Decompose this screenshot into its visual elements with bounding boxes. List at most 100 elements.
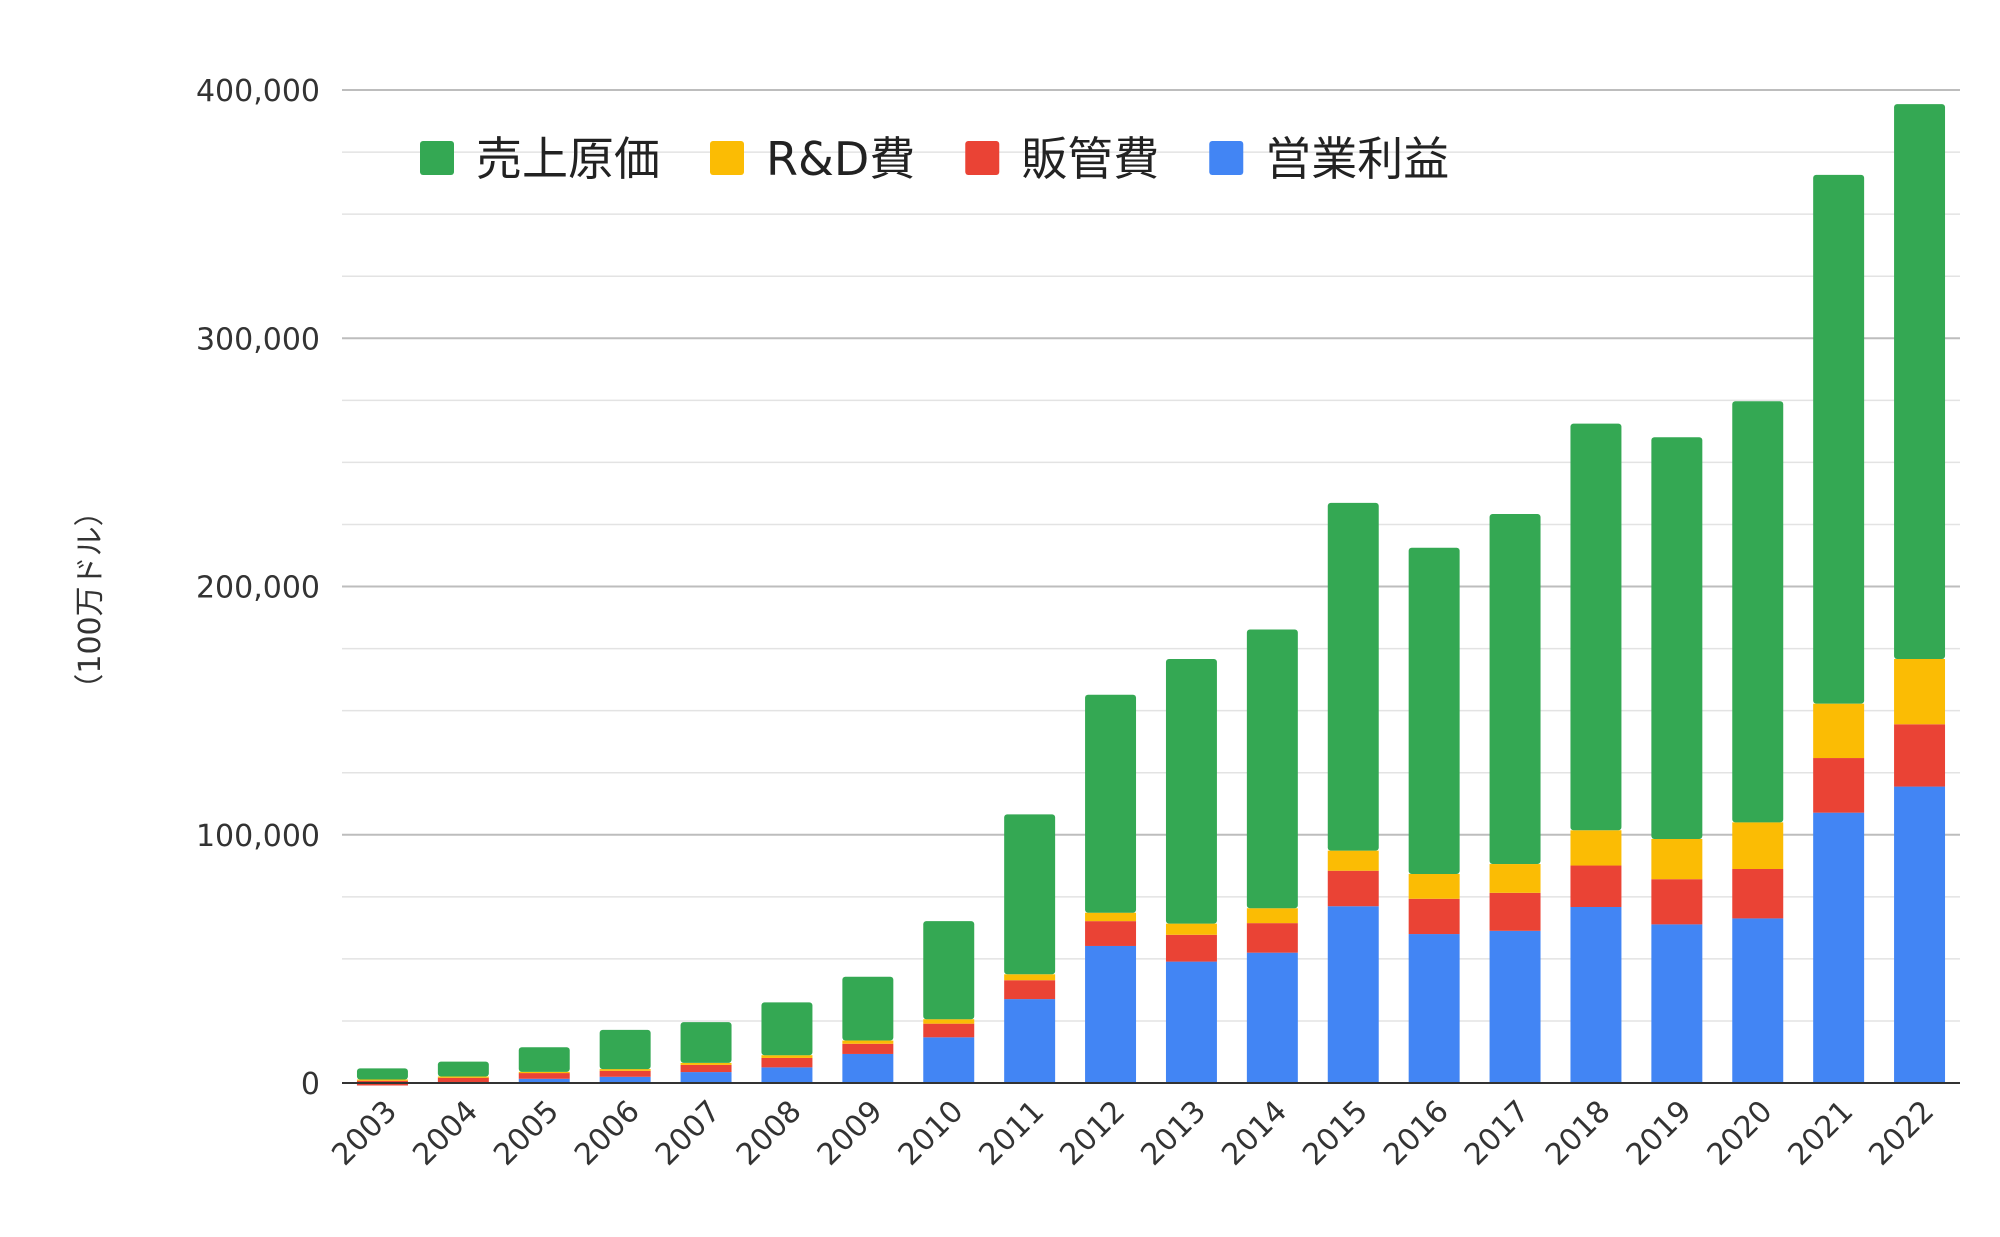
bar-stack-2011	[1004, 814, 1056, 1083]
bar-segment-series-2-2022	[1894, 658, 1946, 725]
y-tick-label: 0	[301, 1067, 320, 1102]
legend-swatch	[420, 141, 454, 175]
x-tick-label: 2021	[1782, 1094, 1861, 1173]
bar-segment-series-1-2019	[1651, 879, 1703, 925]
bar-segment-series-1-2021	[1813, 758, 1865, 813]
y-tick-label: 100,000	[196, 819, 320, 854]
bar-segment-series-2-2004	[437, 1076, 489, 1078]
legend-label: 販管費	[1021, 132, 1159, 186]
bar-segment-series-0-2017	[1489, 930, 1541, 1083]
bar-segment-series-0-2015	[1327, 906, 1379, 1083]
legend-swatch	[965, 141, 1000, 175]
bar-stack-2014	[1246, 629, 1298, 1083]
bar-segment-series-1-2018	[1570, 865, 1622, 907]
bar-segment-series-2-2006	[599, 1069, 651, 1071]
legend-label: R&D費	[766, 132, 915, 186]
bar-stack-2017	[1489, 514, 1541, 1083]
bar-segment-series-3-2003	[356, 1068, 408, 1080]
bar-segment-series-3-2017	[1489, 514, 1541, 865]
bar-segment-series-2-2009	[842, 1040, 894, 1044]
bar-stack-2009	[842, 976, 894, 1083]
bar-segment-series-0-2014	[1246, 952, 1298, 1083]
bar-segment-series-0-2010	[923, 1037, 975, 1083]
bar-segment-series-0-2006	[599, 1076, 651, 1083]
bar-segment-series-3-2010	[923, 921, 975, 1020]
bar-segment-series-1-2004	[437, 1077, 489, 1083]
bar-segment-series-1-2016	[1408, 898, 1460, 935]
bar-segment-series-2-2011	[1004, 974, 1056, 981]
bar-segment-series-0-2008	[761, 1067, 813, 1083]
x-tick-label: 2007	[649, 1094, 728, 1173]
y-axis-ticks: 0 100,000 200,000 300,000 400,000	[196, 74, 320, 1102]
bar-segment-series-1-2012	[1085, 921, 1137, 946]
y-tick-label: 400,000	[196, 74, 320, 109]
bar-segment-series-1-2011	[1004, 980, 1056, 1000]
bar-segment-series-3-2011	[1004, 814, 1056, 975]
bar-segment-series-0-2013	[1165, 961, 1217, 1083]
bar-segment-series-1-2008	[761, 1057, 813, 1068]
bar-segment-series-0-2012	[1085, 945, 1137, 1083]
bar-stack-2022	[1894, 104, 1946, 1083]
bar-segment-series-2-2018	[1570, 830, 1622, 866]
bar-stack-2020	[1732, 401, 1784, 1083]
bar-segment-series-3-2013	[1165, 658, 1217, 924]
bar-segment-series-2-2017	[1489, 864, 1541, 893]
bar-stack-2005	[518, 1047, 570, 1083]
bar-stack-2012	[1085, 694, 1137, 1083]
bar-series	[356, 104, 1946, 1086]
x-tick-label: 2011	[973, 1094, 1052, 1173]
bar-segment-series-2-2008	[761, 1055, 813, 1058]
bar-segment-series-2-2019	[1651, 838, 1703, 880]
bar-segment-series-0-2011	[1004, 999, 1056, 1083]
bar-segment-series-3-2022	[1894, 104, 1946, 659]
y-tick-label: 200,000	[196, 571, 320, 606]
bar-segment-series-0-2021	[1813, 812, 1865, 1083]
bar-segment-series-1-2014	[1246, 923, 1298, 953]
bar-segment-series-0-2019	[1651, 924, 1703, 1083]
x-tick-label: 2008	[730, 1094, 809, 1173]
bar-stack-2008	[761, 1002, 813, 1083]
x-tick-label: 2003	[325, 1094, 404, 1173]
bar-stack-2007	[680, 1022, 732, 1083]
bar-segment-series-2-2020	[1732, 822, 1784, 870]
x-tick-label: 2009	[811, 1094, 890, 1173]
bar-segment-series-3-2021	[1813, 174, 1865, 704]
x-tick-label: 2018	[1539, 1094, 1618, 1173]
bar-segment-series-0-2022	[1894, 786, 1946, 1083]
bar-segment-series-1-2007	[680, 1064, 732, 1073]
legend-label: 売上原価	[476, 132, 660, 186]
bar-segment-series-3-2020	[1732, 401, 1784, 823]
x-tick-label: 2022	[1862, 1094, 1941, 1173]
x-tick-label: 2004	[406, 1094, 485, 1173]
x-tick-label: 2020	[1701, 1094, 1780, 1173]
bar-segment-series-1-2022	[1894, 724, 1946, 787]
bar-segment-series-3-2007	[680, 1022, 732, 1063]
bar-stack-2013	[1165, 658, 1217, 1083]
gridlines	[342, 89, 1960, 1084]
legend-swatch	[1209, 141, 1244, 175]
x-axis-ticks: 2003 2004 2005 2006 2007 2008 2009 2010 2011 2012…	[325, 1094, 1941, 1173]
bar-stack-2021	[1813, 174, 1865, 1083]
x-tick-label: 2016	[1377, 1094, 1456, 1173]
bar-segment-series-0-2005	[518, 1078, 570, 1083]
bar-stack-2019	[1651, 437, 1703, 1083]
bar-segment-series-1-2017	[1489, 892, 1541, 931]
bar-segment-series-2-2016	[1408, 873, 1460, 899]
bar-segment-series-2-2003	[356, 1079, 408, 1081]
y-axis-title: （100万ドル）	[73, 496, 108, 703]
x-tick-label: 2005	[487, 1094, 566, 1173]
bar-segment-series-2-2010	[923, 1019, 975, 1024]
bar-segment-series-1-2010	[923, 1023, 975, 1038]
bar-segment-series-1-2005	[518, 1073, 570, 1079]
bar-stack-2010	[923, 921, 975, 1083]
bar-segment-series-2-2005	[518, 1071, 570, 1074]
legend-label: 営業利益	[1265, 132, 1449, 186]
x-tick-label: 2015	[1296, 1094, 1375, 1173]
x-tick-label: 2014	[1215, 1094, 1294, 1173]
bar-segment-series-3-2018	[1570, 423, 1622, 831]
bar-stack-2018	[1570, 423, 1622, 1083]
bar-stack-2016	[1408, 547, 1460, 1083]
bar-segment-series-1-2015	[1327, 870, 1379, 907]
bar-segment-series-2-2007	[680, 1062, 732, 1065]
